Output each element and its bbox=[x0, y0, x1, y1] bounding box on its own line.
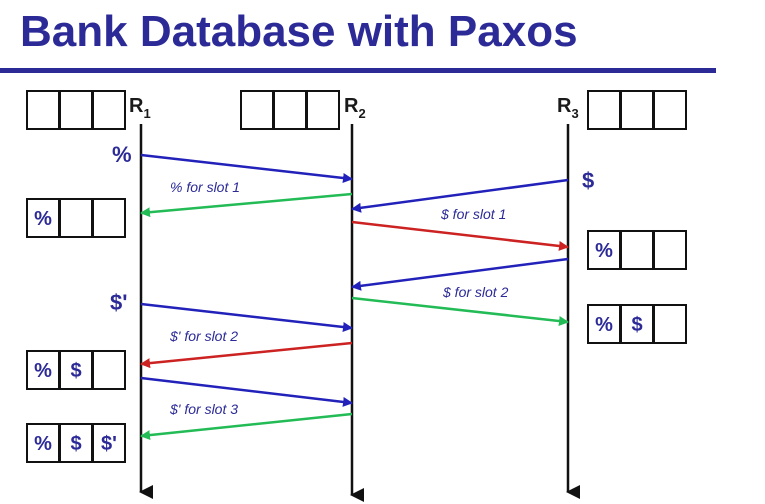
log-cell: % bbox=[34, 433, 52, 455]
r3-log-after-slot2: % $ bbox=[587, 304, 687, 344]
replica-label-r2: R2 bbox=[344, 95, 366, 121]
log-cell: % bbox=[34, 208, 52, 230]
r2-header-log bbox=[240, 90, 340, 130]
r1-event-dollar-prime: $' bbox=[110, 290, 127, 315]
label-percent-slot1: % for slot 1 bbox=[170, 179, 240, 195]
log-cell: % bbox=[595, 240, 613, 262]
replica-label-r1: R1 bbox=[129, 95, 151, 121]
slide-title: Bank Database with Paxos bbox=[20, 7, 578, 56]
r3-header-log bbox=[587, 90, 687, 130]
label-dollar-prime-slot3: $' for slot 3 bbox=[169, 401, 238, 417]
r1-event-percent: % bbox=[112, 142, 132, 167]
msg-r2-to-r1-green-3 bbox=[140, 412, 353, 441]
title-rule bbox=[0, 68, 716, 73]
label-dollar-slot2: $ for slot 2 bbox=[442, 284, 509, 300]
msg-r2-to-r1-green-1 bbox=[140, 192, 353, 218]
r1-log-after-slot2: % $ bbox=[26, 350, 126, 390]
msg-r3-to-r2-dollar bbox=[351, 178, 569, 213]
log-cell: $' bbox=[101, 433, 117, 455]
msg-r3-to-r2-blue-2 bbox=[351, 257, 569, 291]
msg-r1-to-r2-blue-3 bbox=[140, 376, 353, 407]
msg-r2-to-r1-red bbox=[140, 341, 353, 369]
msg-r1-to-r2-percent bbox=[140, 153, 353, 183]
r1-log-after-slot1: % bbox=[26, 198, 126, 238]
r1-header-log bbox=[26, 90, 126, 130]
msg-r2-to-r3-green bbox=[351, 296, 569, 326]
label-dollar-prime-slot2: $' for slot 2 bbox=[169, 328, 238, 344]
log-cell: % bbox=[34, 360, 52, 382]
r3-log-after-slot1: % bbox=[587, 230, 687, 270]
msg-r1-to-r2-dollar-prime bbox=[140, 302, 353, 332]
log-cell: % bbox=[595, 314, 613, 336]
log-cell: $ bbox=[70, 433, 81, 455]
label-dollar-slot1: $ for slot 1 bbox=[440, 206, 506, 222]
msg-r2-to-r3-red bbox=[351, 220, 569, 251]
log-cell: $ bbox=[631, 314, 642, 336]
log-cell: $ bbox=[70, 360, 81, 382]
r1-log-after-slot3: % $ $' bbox=[26, 423, 126, 463]
replica-label-r3: R3 bbox=[557, 95, 579, 121]
r3-event-dollar: $ bbox=[582, 168, 594, 193]
